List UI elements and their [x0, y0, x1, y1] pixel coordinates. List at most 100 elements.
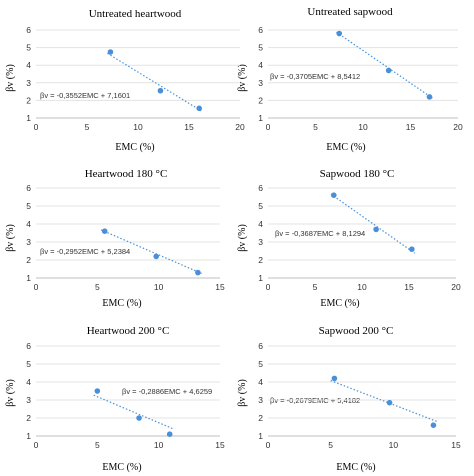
y-axis-label: βv (%)	[237, 379, 248, 407]
y-tick-label: 6	[26, 25, 31, 35]
data-point	[373, 226, 379, 233]
x-tick-label: 0	[34, 122, 39, 132]
y-tick-label: 4	[258, 377, 263, 387]
y-tick-label: 1	[26, 113, 31, 123]
y-tick-label: 4	[26, 219, 31, 229]
panel-sapwood-180: Sapwood 180 °C βv (%) EMC (%) βv = -0,36…	[237, 168, 394, 309]
x-tick-label: 10	[389, 440, 399, 450]
y-tick-label: 1	[258, 273, 263, 283]
data-point	[336, 30, 343, 37]
data-point	[426, 94, 433, 100]
plot-area-untreated-sapwood: 1 2 3 4 5 6 0 5 10 15 20	[258, 25, 463, 132]
y-tick-label: 5	[26, 43, 31, 53]
y-tick-label: 3	[26, 395, 31, 405]
data-point	[331, 192, 337, 198]
x-tick-label: 20	[451, 282, 461, 292]
plot-area-sapwood-180: 1 2 3 4 5 6 0 5 10 15 20	[258, 183, 461, 292]
y-tick-label: 6	[258, 25, 263, 35]
data-point	[136, 415, 142, 421]
data-point	[107, 49, 114, 55]
y-tick-label: 6	[26, 341, 31, 351]
y-tick-label: 6	[258, 341, 263, 351]
y-tick-label: 2	[258, 255, 263, 265]
y-tick-label: 2	[26, 413, 31, 423]
x-axis-label: EMC (%)	[115, 142, 154, 153]
data-point	[430, 422, 437, 429]
data-point	[409, 246, 415, 252]
x-tick-label: 10	[154, 440, 164, 450]
x-axis-label: EMC (%)	[102, 462, 141, 473]
x-tick-label: 15	[215, 282, 225, 292]
x-tick-label: 10	[358, 122, 368, 132]
x-tick-label: 0	[266, 282, 271, 292]
x-tick-label: 15	[451, 440, 461, 450]
x-axis-label: EMC (%)	[320, 298, 359, 309]
y-tick-label: 2	[26, 95, 31, 105]
trendline	[330, 380, 438, 423]
trendline	[100, 229, 202, 274]
y-tick-label: 1	[26, 431, 31, 441]
panel-heartwood-200: Heartwood 200 °C βv (%) EMC (%) βv = -0,…	[5, 325, 212, 473]
x-tick-label: 0	[34, 282, 39, 292]
y-tick-label: 3	[258, 237, 263, 247]
y-tick-label: 3	[26, 237, 31, 247]
y-tick-label: 3	[26, 78, 31, 88]
y-tick-label: 2	[258, 413, 263, 423]
y-axis-label: βv (%)	[237, 64, 248, 92]
panel-title: Untreated sapwood	[307, 6, 393, 18]
plot-area-untreated-heartwood: 1 2 3 4 5 6 0 5 10 15 20	[26, 25, 245, 132]
trendline-equation: βv = -0,3552EMC + 7,1601	[40, 91, 130, 100]
y-tick-label: 6	[258, 183, 263, 193]
x-tick-label: 10	[154, 282, 164, 292]
panel-heartwood-180: Heartwood 180 °C βv (%) EMC (%) βv = -0,…	[5, 168, 167, 309]
y-tick-label: 5	[258, 43, 263, 53]
y-tick-label: 3	[258, 395, 263, 405]
y-axis-label: βv (%)	[5, 224, 16, 252]
data-point	[153, 253, 160, 260]
x-tick-label: 5	[85, 122, 90, 132]
panel-title: Sapwood 200 °C	[319, 325, 394, 337]
x-axis-label: EMC (%)	[102, 298, 141, 309]
data-point	[101, 228, 108, 234]
trendline	[107, 52, 203, 112]
trendline-equation: βv = -0,3687EMC + 8,1294	[275, 229, 365, 238]
panel-title: Untreated heartwood	[89, 8, 182, 20]
y-tick-label: 1	[258, 113, 263, 123]
panel-untreated-sapwood: Untreated sapwood βv (%) EMC (%) βv = -0…	[237, 6, 393, 153]
y-tick-label: 4	[258, 219, 263, 229]
y-tick-label: 4	[26, 60, 31, 70]
x-tick-label: 10	[133, 122, 143, 132]
panel-title: Heartwood 180 °C	[85, 168, 168, 180]
x-tick-label: 15	[184, 122, 194, 132]
y-tick-label: 5	[26, 359, 31, 369]
x-tick-label: 15	[406, 122, 416, 132]
data-point	[195, 269, 201, 276]
trendline	[330, 193, 415, 254]
y-tick-label: 6	[26, 183, 31, 193]
x-tick-label: 5	[328, 440, 333, 450]
x-tick-label: 10	[357, 282, 367, 292]
x-tick-label: 0	[266, 122, 271, 132]
plot-area-heartwood-200: 1 2 3 4 5 6 0 5 10 15	[26, 341, 225, 450]
y-axis-label: βv (%)	[237, 224, 248, 252]
y-tick-label: 5	[258, 359, 263, 369]
trendline-equation: βv = -0,3705EMC + 8,5412	[270, 72, 360, 81]
x-tick-label: 20	[453, 122, 463, 132]
x-tick-label: 5	[95, 282, 100, 292]
data-point	[157, 87, 164, 94]
x-tick-label: 5	[313, 122, 318, 132]
panel-title: Heartwood 200 °C	[87, 325, 170, 337]
y-tick-label: 1	[26, 273, 31, 283]
x-tick-label: 15	[404, 282, 414, 292]
trendline-equation: βv = -0,2886EMC + 4,6259	[122, 387, 212, 396]
data-point	[196, 105, 202, 112]
y-tick-label: 1	[258, 431, 263, 441]
x-tick-label: 15	[215, 440, 225, 450]
x-tick-label: 20	[235, 122, 245, 132]
y-tick-label: 3	[258, 78, 263, 88]
plot-area-sapwood-200: 1 2 3 4 5 6 0 5 10 15	[258, 341, 461, 450]
trendline-equation: βv = -0,2952EMC + 5,2384	[40, 247, 130, 256]
y-axis-label: βv (%)	[5, 64, 16, 92]
data-point	[386, 399, 393, 406]
